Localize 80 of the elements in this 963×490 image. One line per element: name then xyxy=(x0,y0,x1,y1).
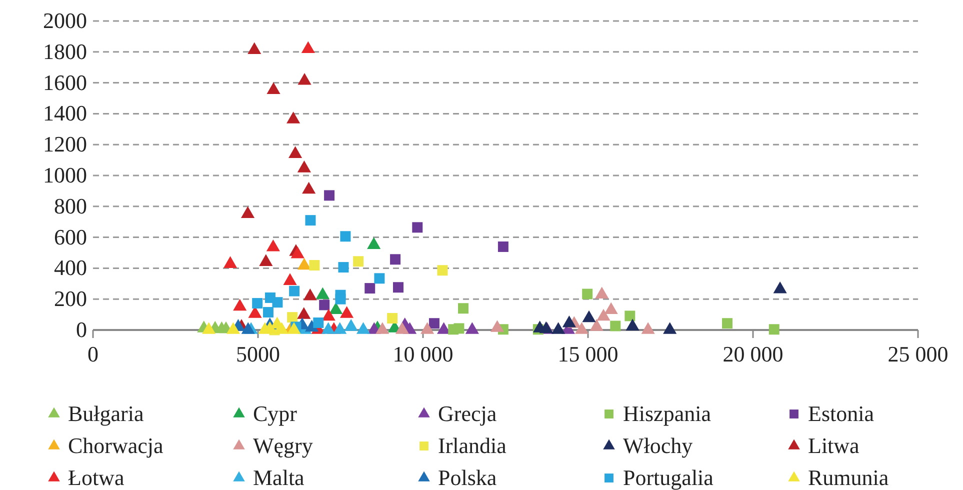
y-tick-label: 400 xyxy=(54,255,87,280)
y-tick-label: 200 xyxy=(54,286,87,312)
point xyxy=(298,72,312,85)
x-tick-label: 20 000 xyxy=(722,342,784,367)
point xyxy=(552,322,566,334)
x-tick-label: 15 000 xyxy=(558,342,618,367)
y-tick-label: 600 xyxy=(54,224,87,250)
point xyxy=(286,112,300,124)
y-tick-label: 800 xyxy=(54,193,87,218)
y-tick-label: 1600 xyxy=(43,70,87,95)
point xyxy=(367,237,381,249)
point xyxy=(340,306,354,318)
point xyxy=(490,320,504,332)
point xyxy=(376,322,390,334)
point xyxy=(223,256,238,268)
legend-label: Portugalia xyxy=(623,465,714,490)
point xyxy=(297,160,311,172)
legend-label: Estonia xyxy=(808,401,874,426)
point xyxy=(297,258,311,270)
y-tick-label: 1000 xyxy=(43,162,87,188)
point xyxy=(274,322,289,334)
legend-label: Irlandia xyxy=(438,433,507,458)
point xyxy=(344,319,358,331)
point xyxy=(604,302,618,314)
legend-label: Włochy xyxy=(623,433,693,458)
x-tick-label: 10 000 xyxy=(392,342,454,367)
point xyxy=(590,319,604,331)
point xyxy=(287,322,301,334)
point xyxy=(301,41,315,54)
point xyxy=(316,287,330,300)
point xyxy=(395,322,410,334)
x-tick-label: 25 000 xyxy=(888,342,948,367)
legend-label: Malta xyxy=(253,465,305,490)
point xyxy=(595,286,609,299)
legend-label: Rumunia xyxy=(808,465,889,490)
point xyxy=(283,273,297,285)
legend-label: Cypr xyxy=(253,401,298,426)
point xyxy=(562,316,576,328)
point xyxy=(290,246,304,258)
y-tick-label: 2000 xyxy=(43,8,87,34)
x-tick-label: 5000 xyxy=(236,342,280,367)
point xyxy=(663,322,677,334)
point xyxy=(465,322,479,334)
point xyxy=(226,322,240,334)
y-tick-label: 0 xyxy=(76,317,87,342)
legend-label: Chorwacja xyxy=(68,433,164,458)
point xyxy=(241,322,255,334)
y-tick-label: 1800 xyxy=(43,38,87,64)
point xyxy=(288,146,302,158)
point xyxy=(240,206,255,218)
y-tick-label: 1400 xyxy=(43,100,87,126)
point xyxy=(303,288,317,300)
point xyxy=(582,310,596,322)
point xyxy=(329,302,343,314)
point xyxy=(259,254,273,266)
point xyxy=(266,82,280,94)
legend-label: Węgry xyxy=(253,433,313,458)
point xyxy=(596,308,610,321)
point xyxy=(297,307,311,319)
point xyxy=(773,282,787,294)
point xyxy=(333,322,347,334)
point xyxy=(302,182,316,194)
point xyxy=(356,322,370,334)
point xyxy=(233,298,247,311)
legend-label: Polska xyxy=(438,465,497,490)
point xyxy=(266,239,280,252)
point xyxy=(202,322,216,334)
point xyxy=(574,322,589,334)
legend-label: Grecja xyxy=(438,401,497,426)
y-tick-label: 1200 xyxy=(43,132,87,157)
point xyxy=(626,318,640,331)
legend-label: Łotwa xyxy=(68,465,124,490)
legend-label: Bułgaria xyxy=(68,401,144,426)
point xyxy=(248,42,262,54)
point xyxy=(641,322,655,334)
point xyxy=(321,322,336,334)
point xyxy=(420,322,434,334)
point xyxy=(322,308,336,321)
legend-label: Hiszpania xyxy=(623,401,712,426)
legend-label: Litwa xyxy=(808,433,860,458)
